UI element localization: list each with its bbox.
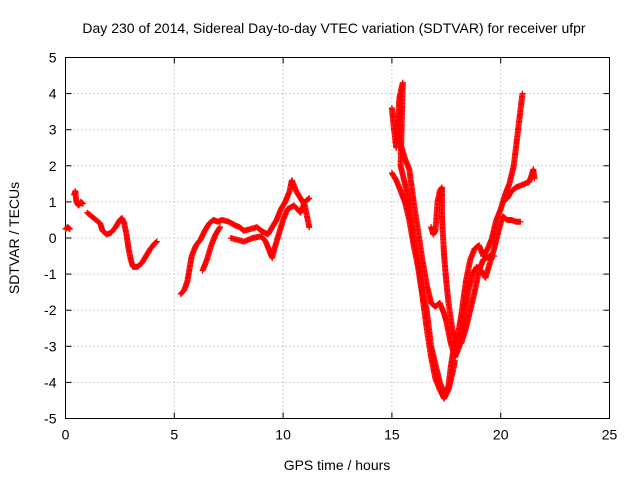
- data-point: [519, 90, 526, 97]
- y-tick-label: -5: [44, 411, 57, 427]
- y-tick-label: -3: [44, 338, 57, 354]
- data-point: [531, 175, 538, 182]
- y-tick-label: -2: [44, 302, 57, 318]
- y-tick-labels: -5 -4 -3 -2 -1 0 1 2 3 4 5: [44, 50, 57, 427]
- y-tick-label: 0: [49, 230, 57, 246]
- y-tick-label: 5: [49, 50, 57, 66]
- x-tick-label: 20: [493, 427, 509, 443]
- x-tick-label: 15: [384, 427, 400, 443]
- x-tick-label: 10: [275, 427, 291, 443]
- data-point: [79, 200, 86, 207]
- y-axis-label: SDTVAR / TECUs: [6, 182, 22, 294]
- y-tick-label: 2: [49, 158, 57, 174]
- chart-title: Day 230 of 2014, Sidereal Day-to-day VTE…: [82, 20, 586, 36]
- data-point: [517, 218, 524, 225]
- data-points: [62, 79, 538, 402]
- data-point: [153, 238, 160, 245]
- data-point: [66, 225, 73, 232]
- y-tick-label: -1: [44, 266, 57, 282]
- data-point: [491, 253, 498, 260]
- x-tick-label: 25: [602, 427, 618, 443]
- x-tick-labels: 0 5 10 15 20 25: [62, 427, 618, 443]
- x-axis-label: GPS time / hours: [284, 457, 391, 473]
- x-tick-label: 5: [170, 427, 178, 443]
- y-tick-label: 3: [49, 122, 57, 138]
- data-point: [216, 224, 223, 231]
- x-tick-label: 0: [62, 427, 70, 443]
- data-point: [306, 224, 313, 231]
- axis-ticks: [65, 57, 610, 419]
- data-point: [305, 196, 312, 203]
- y-tick-label: -4: [44, 374, 57, 390]
- data-point: [306, 195, 313, 202]
- y-tick-label: 4: [49, 86, 57, 102]
- grid: [65, 57, 610, 419]
- y-tick-label: 1: [49, 194, 57, 210]
